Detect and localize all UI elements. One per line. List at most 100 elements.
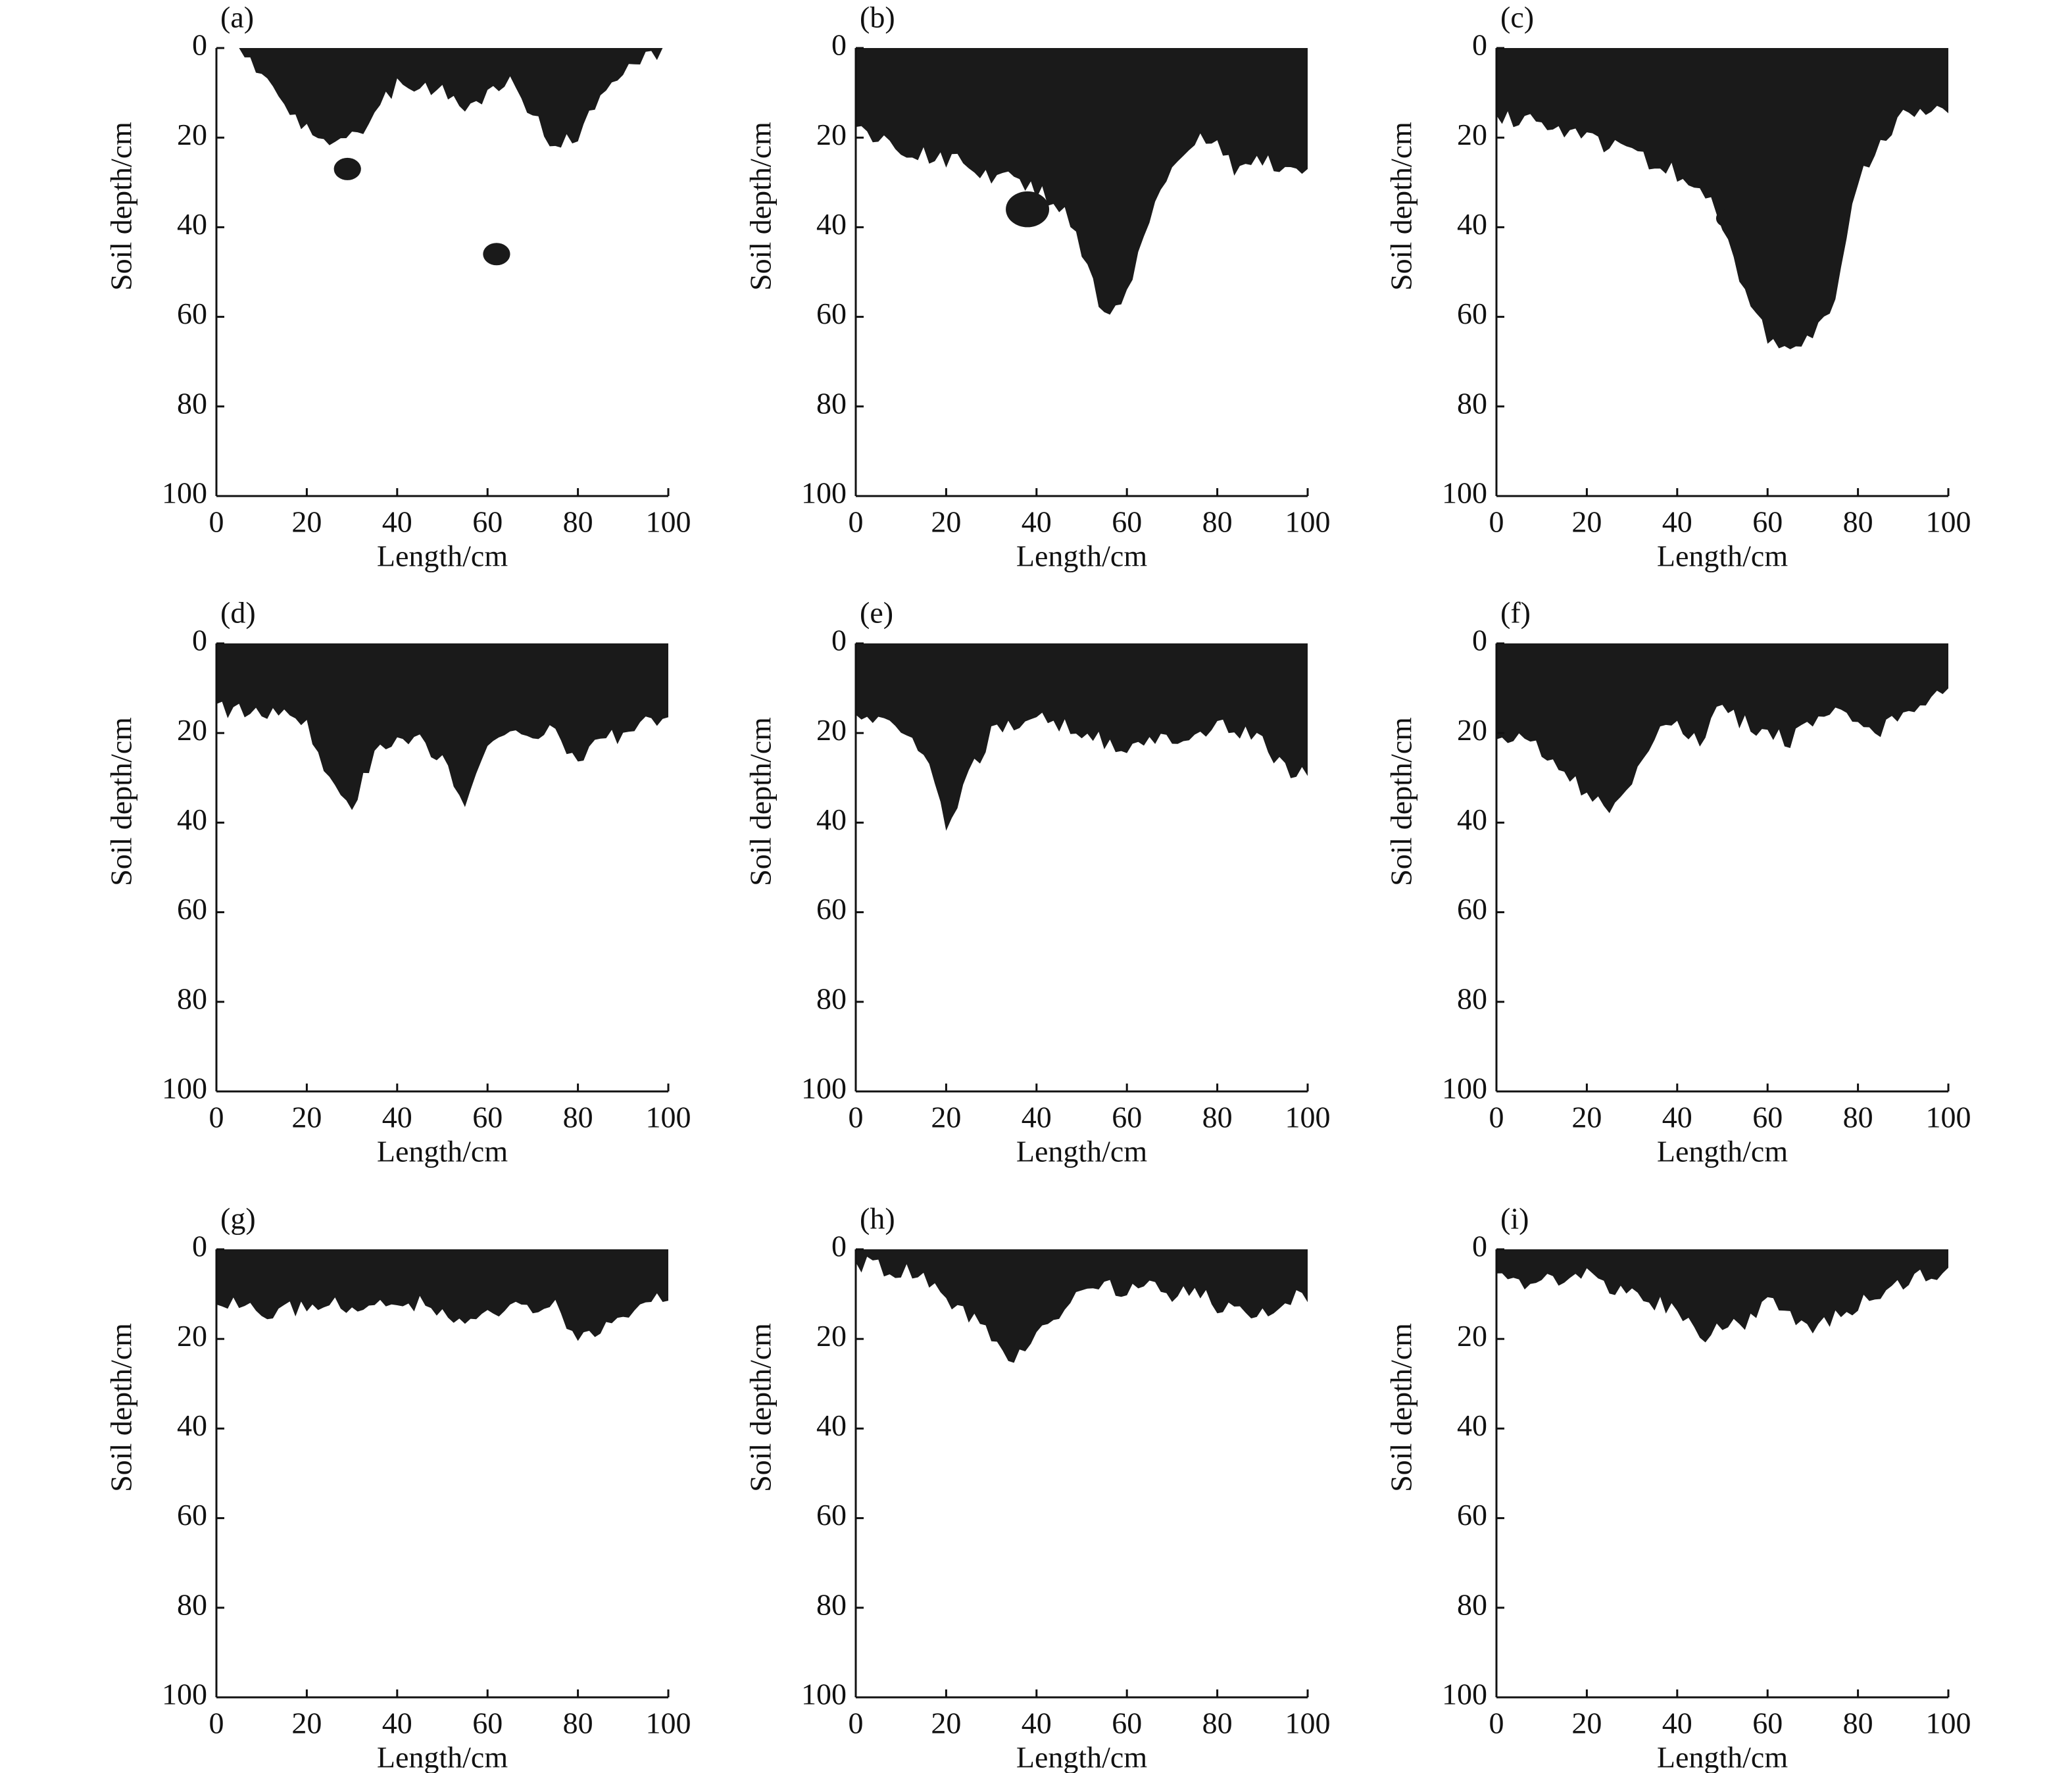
x-tick-label: 100: [1926, 1707, 1971, 1740]
y-tick-label: 60: [177, 297, 207, 330]
x-tick-label: 60: [1112, 1707, 1142, 1740]
x-tick-label: 100: [1926, 1101, 1971, 1134]
y-tick-label: 80: [1457, 1587, 1487, 1621]
y-tick-label: 100: [1442, 476, 1487, 510]
y-tick-label: 100: [162, 1678, 207, 1711]
dye-stain: [856, 48, 1308, 315]
dye-stain: [483, 243, 510, 266]
x-tick-label: 100: [646, 505, 691, 539]
x-tick-label: 40: [382, 1707, 412, 1740]
y-tick-label: 20: [177, 118, 207, 151]
x-tick-label: 80: [1843, 1707, 1873, 1740]
y-tick-label: 0: [1472, 28, 1487, 62]
x-tick-label: 20: [1571, 1101, 1602, 1134]
x-tick-label: 100: [646, 1101, 691, 1134]
y-tick-label: 40: [816, 207, 847, 241]
x-tick-label: 40: [382, 1101, 412, 1134]
y-tick-label: 0: [192, 1230, 207, 1263]
y-tick-label: 100: [1442, 1072, 1487, 1105]
y-tick-label: 0: [831, 28, 847, 62]
y-tick-label: 80: [1457, 982, 1487, 1015]
y-axis-title: Soil depth/cm: [1385, 1323, 1418, 1492]
x-tick-label: 40: [1662, 505, 1692, 539]
x-tick-label: 0: [1489, 1707, 1504, 1740]
y-tick-label: 20: [1457, 118, 1487, 151]
y-axis-title: Soil depth/cm: [744, 717, 777, 886]
dye-stain: [1006, 191, 1050, 228]
dye-stain: [1496, 48, 1948, 349]
y-tick-label: 40: [816, 1409, 847, 1442]
y-tick-label: 20: [177, 1319, 207, 1353]
y-tick-label: 80: [177, 386, 207, 420]
x-tick-label: 20: [1571, 1707, 1602, 1740]
x-tick-label: 80: [1202, 1101, 1233, 1134]
y-tick-label: 40: [177, 803, 207, 836]
y-tick-label: 80: [177, 1587, 207, 1621]
x-tick-label: 80: [1202, 505, 1233, 539]
x-axis-title: Length/cm: [1016, 1135, 1147, 1168]
y-tick-label: 100: [801, 1678, 847, 1711]
panel-label: (i): [1500, 1202, 1529, 1236]
x-tick-label: 20: [291, 505, 322, 539]
x-tick-label: 80: [563, 505, 593, 539]
y-axis-title: Soil depth/cm: [744, 122, 777, 291]
dye-stain: [1496, 1249, 1948, 1343]
panel-label: (f): [1500, 596, 1531, 630]
x-axis-title: Length/cm: [377, 539, 508, 573]
y-tick-label: 60: [1457, 892, 1487, 926]
dye-stain: [856, 643, 1308, 831]
dye-stain: [216, 48, 668, 148]
y-axis-title: Soil depth/cm: [105, 122, 138, 291]
y-tick-label: 60: [177, 892, 207, 926]
x-tick-label: 100: [1285, 1707, 1331, 1740]
x-tick-label: 100: [1926, 505, 1971, 539]
x-tick-label: 60: [1752, 1101, 1783, 1134]
y-tick-label: 60: [816, 892, 847, 926]
x-tick-label: 100: [646, 1707, 691, 1740]
x-tick-label: 20: [931, 505, 961, 539]
y-tick-label: 80: [177, 982, 207, 1015]
y-tick-label: 60: [1457, 1498, 1487, 1532]
y-tick-label: 0: [1472, 624, 1487, 657]
x-tick-label: 0: [849, 1707, 864, 1740]
x-tick-label: 100: [1285, 1101, 1331, 1134]
x-tick-label: 0: [1489, 1101, 1504, 1134]
y-tick-label: 60: [816, 297, 847, 330]
y-tick-label: 20: [816, 1319, 847, 1353]
y-tick-label: 0: [831, 1230, 847, 1263]
x-tick-label: 20: [1571, 505, 1602, 539]
y-tick-label: 40: [177, 1409, 207, 1442]
x-tick-label: 0: [1489, 505, 1504, 539]
y-tick-label: 40: [177, 207, 207, 241]
x-tick-label: 20: [291, 1101, 322, 1134]
x-tick-label: 80: [1843, 1101, 1873, 1134]
panel-label: (d): [220, 596, 256, 630]
x-tick-label: 60: [472, 1101, 503, 1134]
y-tick-label: 0: [192, 624, 207, 657]
dye-stain: [856, 1249, 1308, 1363]
y-tick-label: 40: [1457, 207, 1487, 241]
x-tick-label: 20: [931, 1101, 961, 1134]
y-tick-label: 40: [816, 803, 847, 836]
x-tick-label: 40: [1022, 505, 1052, 539]
y-tick-label: 20: [1457, 713, 1487, 747]
dye-stain: [1715, 209, 1738, 228]
x-tick-label: 80: [1202, 1707, 1233, 1740]
panel-label: (h): [860, 1202, 895, 1236]
x-tick-label: 0: [209, 505, 224, 539]
y-tick-label: 80: [816, 1587, 847, 1621]
y-tick-label: 60: [1457, 297, 1487, 330]
x-tick-label: 60: [1752, 505, 1783, 539]
y-tick-label: 0: [831, 624, 847, 657]
panel-label: (e): [860, 596, 893, 630]
x-tick-label: 60: [1112, 1101, 1142, 1134]
